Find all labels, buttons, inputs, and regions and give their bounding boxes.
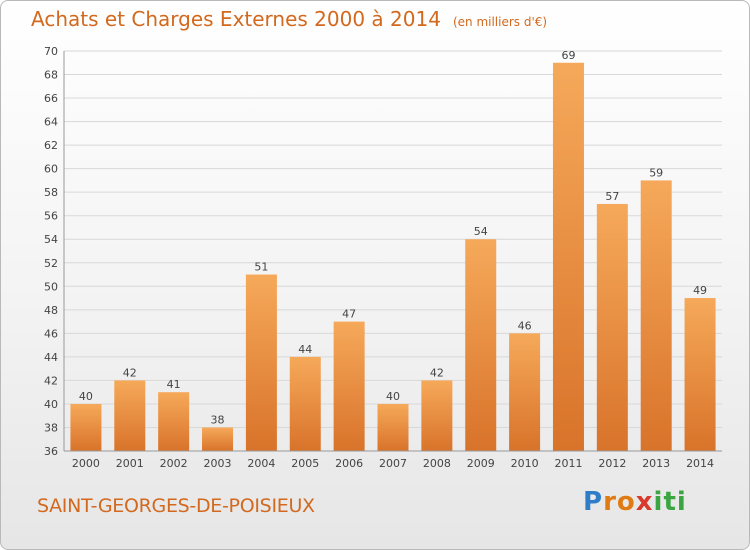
y-tick-label: 56 <box>44 210 58 223</box>
y-tick-label: 62 <box>44 139 58 152</box>
bar <box>377 403 409 451</box>
x-tick-label: 2005 <box>291 457 319 470</box>
bars <box>70 62 716 452</box>
logo-letter: x <box>635 487 654 517</box>
data-label: 42 <box>123 366 137 379</box>
data-label: 42 <box>430 366 444 379</box>
data-label: 57 <box>605 190 619 203</box>
y-tick-label: 50 <box>44 280 58 293</box>
y-tick-label: 38 <box>44 421 58 434</box>
x-tick-label: 2013 <box>642 457 670 470</box>
y-tick-label: 58 <box>44 186 58 199</box>
data-label: 51 <box>254 261 268 274</box>
bar <box>289 356 321 451</box>
bar <box>70 403 102 451</box>
logo-letter: o <box>616 487 636 517</box>
x-tick-label: 2007 <box>379 457 407 470</box>
bar <box>245 274 277 451</box>
data-label: 38 <box>211 413 225 426</box>
bar <box>114 380 146 451</box>
data-label: 47 <box>342 308 356 321</box>
data-label: 44 <box>298 343 312 356</box>
logo-letter: i <box>676 487 687 517</box>
y-tick-label: 70 <box>44 45 58 58</box>
data-label: 69 <box>561 49 575 62</box>
y-tick-label: 42 <box>44 374 58 387</box>
y-tick-label: 52 <box>44 257 58 270</box>
logo-letter: P <box>583 487 604 517</box>
logo-letter: t <box>663 487 677 517</box>
y-tick-label: 36 <box>44 445 58 458</box>
town-name: SAINT-GEORGES-DE-POISIEUX <box>37 495 315 517</box>
x-tick-label: 2010 <box>511 457 539 470</box>
data-label: 41 <box>167 378 181 391</box>
data-label: 40 <box>386 390 400 403</box>
bar <box>640 180 672 452</box>
bar <box>509 333 541 451</box>
bar <box>333 321 365 451</box>
y-tick-label: 66 <box>44 92 58 105</box>
data-label: 49 <box>693 284 707 297</box>
x-tick-label: 2014 <box>686 457 714 470</box>
y-tick-label: 64 <box>44 116 58 129</box>
logo-letter: r <box>603 487 617 517</box>
y-tick-label: 60 <box>44 163 58 176</box>
logo-letter: i <box>653 487 664 517</box>
x-tick-label: 2002 <box>160 457 188 470</box>
x-tick-label: 2006 <box>335 457 363 470</box>
x-tick-label: 2011 <box>554 457 582 470</box>
title-text: Achats et Charges Externes 2000 à 2014 <box>31 7 441 31</box>
bar <box>596 203 628 451</box>
bar <box>421 380 453 451</box>
data-label: 40 <box>79 390 93 403</box>
bar <box>202 427 234 451</box>
data-label: 46 <box>518 319 532 332</box>
axes: 36 38 40 42 44 46 48 50 52 54 56 58 60 62 64 66 68 70 2000… <box>44 45 722 470</box>
x-tick-label: 2012 <box>598 457 626 470</box>
data-label: 54 <box>474 225 488 238</box>
chart-title: Achats et Charges Externes 2000 à 2014 (e… <box>31 7 547 31</box>
y-tick-label: 68 <box>44 69 58 82</box>
y-tick-label: 40 <box>44 398 58 411</box>
bar <box>684 298 716 451</box>
x-tick-label: 2003 <box>204 457 232 470</box>
bar <box>465 239 497 451</box>
y-tick-label: 46 <box>44 327 58 340</box>
data-label: 59 <box>649 166 663 179</box>
y-tick-label: 44 <box>44 351 58 364</box>
bar <box>158 392 190 451</box>
x-tick-label: 2009 <box>467 457 495 470</box>
x-tick-label: 2001 <box>116 457 144 470</box>
x-tick-label: 2008 <box>423 457 451 470</box>
bar <box>552 62 584 451</box>
data-labels: 40 42 41 38 51 44 47 40 42 54 46 69 57 59 49 <box>79 49 707 427</box>
proxiti-logo: Proxiti <box>583 487 687 517</box>
y-tick-label: 48 <box>44 304 58 317</box>
y-tick-label: 54 <box>44 233 58 246</box>
x-tick-label: 2004 <box>247 457 275 470</box>
chart-subtitle: (en milliers d'€) <box>452 15 548 29</box>
x-tick-label: 2000 <box>72 457 100 470</box>
